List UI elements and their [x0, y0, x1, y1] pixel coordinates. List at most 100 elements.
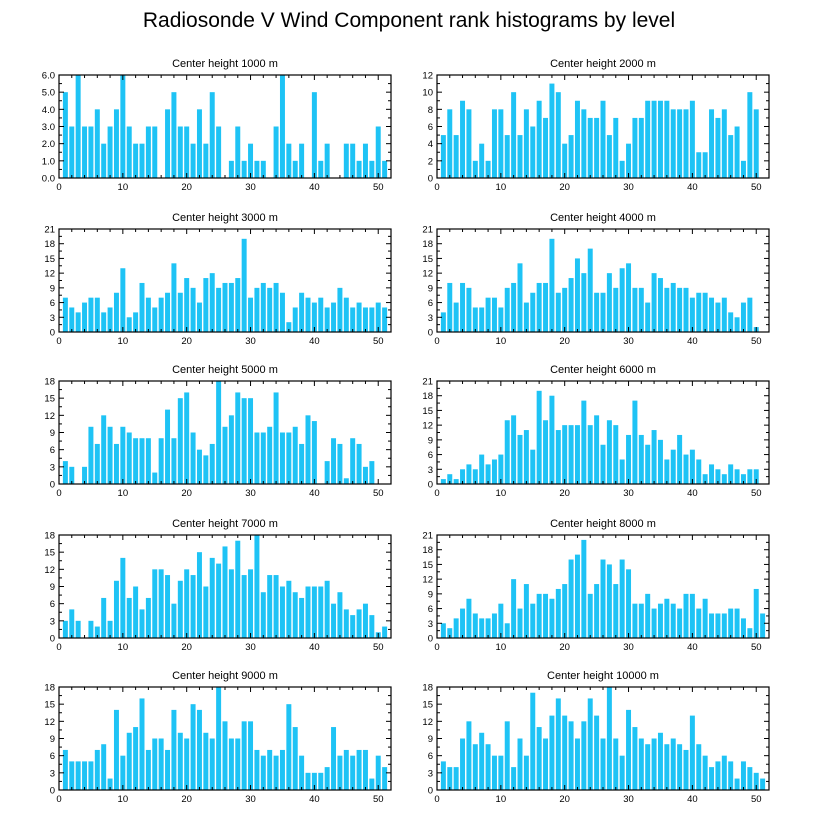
- histogram-bar: [331, 438, 337, 484]
- histogram-bar: [740, 302, 746, 332]
- histogram-bar: [260, 432, 266, 484]
- histogram-bar: [523, 109, 529, 178]
- x-tick-label: 30: [245, 488, 256, 499]
- histogram-bar: [536, 593, 542, 638]
- histogram-bar: [126, 432, 132, 484]
- histogram-bar: [171, 709, 177, 790]
- histogram-bar: [292, 592, 298, 638]
- histogram-bar: [562, 287, 568, 332]
- y-tick-label: 12: [44, 717, 55, 728]
- histogram-bar: [587, 248, 593, 332]
- histogram-bar: [196, 709, 202, 790]
- histogram-bar: [94, 109, 100, 178]
- histogram-bar: [574, 100, 580, 178]
- histogram-bar: [466, 464, 472, 484]
- histogram-bar: [311, 92, 317, 178]
- histogram-bar: [126, 126, 132, 178]
- x-tick-label: 40: [309, 182, 320, 193]
- histogram-bar: [292, 426, 298, 484]
- histogram-bar: [165, 292, 171, 332]
- histogram-bar: [460, 738, 466, 790]
- histogram-bar: [670, 282, 676, 332]
- y-tick-label: 15: [44, 548, 55, 559]
- histogram-bar: [267, 575, 273, 638]
- histogram-bar: [530, 126, 536, 178]
- histogram-bar: [165, 409, 171, 484]
- panel-4: Center height 4000 m 0 10 20 30 40 50 0 3 6 9 12 15 1…: [422, 212, 770, 347]
- histogram-bar: [485, 618, 491, 638]
- histogram-bar: [62, 297, 68, 332]
- y-tick-label: 15: [422, 406, 433, 417]
- histogram-bar: [600, 738, 606, 790]
- histogram-bar: [82, 466, 88, 484]
- histogram-bar: [382, 626, 388, 638]
- histogram-bar: [594, 715, 600, 790]
- y-tick-label: 12: [422, 269, 433, 280]
- histogram-bar: [235, 278, 241, 332]
- y-tick-label: 3: [428, 619, 433, 630]
- histogram-bar: [209, 443, 215, 484]
- histogram-bar: [536, 390, 542, 484]
- histogram-bar: [273, 126, 279, 178]
- histogram-bar: [721, 109, 727, 178]
- panel-title: Center height 3000 m: [172, 212, 278, 224]
- histogram-bar: [485, 297, 491, 332]
- histogram-bar: [479, 618, 485, 638]
- histogram-bar: [305, 415, 311, 484]
- panel-title: Center height 6000 m: [550, 364, 656, 376]
- histogram-bar: [273, 282, 279, 332]
- histogram-bar: [606, 420, 612, 484]
- histogram-bar: [472, 744, 478, 790]
- histogram-bar: [587, 425, 593, 484]
- histogram-bar: [715, 613, 721, 638]
- histogram-bar: [555, 430, 561, 484]
- histogram-bar: [75, 312, 81, 332]
- histogram-bar: [562, 143, 568, 178]
- histogram-bar: [69, 126, 75, 178]
- x-tick-label: 40: [309, 794, 320, 805]
- histogram-bar: [568, 135, 574, 178]
- histogram-bar: [375, 126, 381, 178]
- histogram-bar: [651, 608, 657, 638]
- histogram-bar: [517, 263, 523, 332]
- histogram-bar: [241, 238, 247, 332]
- histogram-bar: [88, 126, 94, 178]
- histogram-bar: [536, 727, 542, 790]
- histogram-bar: [260, 160, 266, 178]
- histogram-bar: [677, 287, 683, 332]
- x-tick-label: 40: [687, 488, 698, 499]
- histogram-bar: [318, 772, 324, 790]
- x-tick-label: 0: [434, 488, 439, 499]
- histogram-bar: [645, 593, 651, 638]
- histogram-bar: [511, 415, 517, 484]
- histogram-bar: [517, 738, 523, 790]
- histogram-bar: [632, 117, 638, 178]
- x-tick-label: 0: [56, 642, 61, 653]
- histogram-bar: [196, 552, 202, 638]
- histogram-bar: [241, 398, 247, 484]
- y-tick-label: 21: [44, 225, 55, 236]
- histogram-bar: [343, 297, 349, 332]
- histogram-bar: [152, 307, 158, 332]
- histogram-bar: [152, 738, 158, 790]
- histogram-bar: [133, 143, 139, 178]
- histogram-bar: [606, 135, 612, 178]
- x-tick-label: 30: [245, 336, 256, 347]
- histogram-bar: [171, 603, 177, 638]
- histogram-bar: [466, 109, 472, 178]
- histogram-bar: [479, 143, 485, 178]
- histogram-bar: [382, 767, 388, 790]
- y-tick-label: 21: [422, 377, 433, 388]
- histogram-bar: [126, 732, 132, 790]
- histogram-bar: [645, 444, 651, 484]
- histogram-bar: [254, 749, 260, 790]
- y-tick-label: 3: [50, 462, 55, 473]
- histogram-bar: [543, 593, 549, 638]
- histogram-bar: [613, 584, 619, 638]
- histogram-bar: [292, 727, 298, 790]
- histogram-bar: [190, 704, 196, 790]
- histogram-bar: [209, 557, 215, 638]
- x-tick-label: 40: [309, 642, 320, 653]
- histogram-bar: [530, 603, 536, 638]
